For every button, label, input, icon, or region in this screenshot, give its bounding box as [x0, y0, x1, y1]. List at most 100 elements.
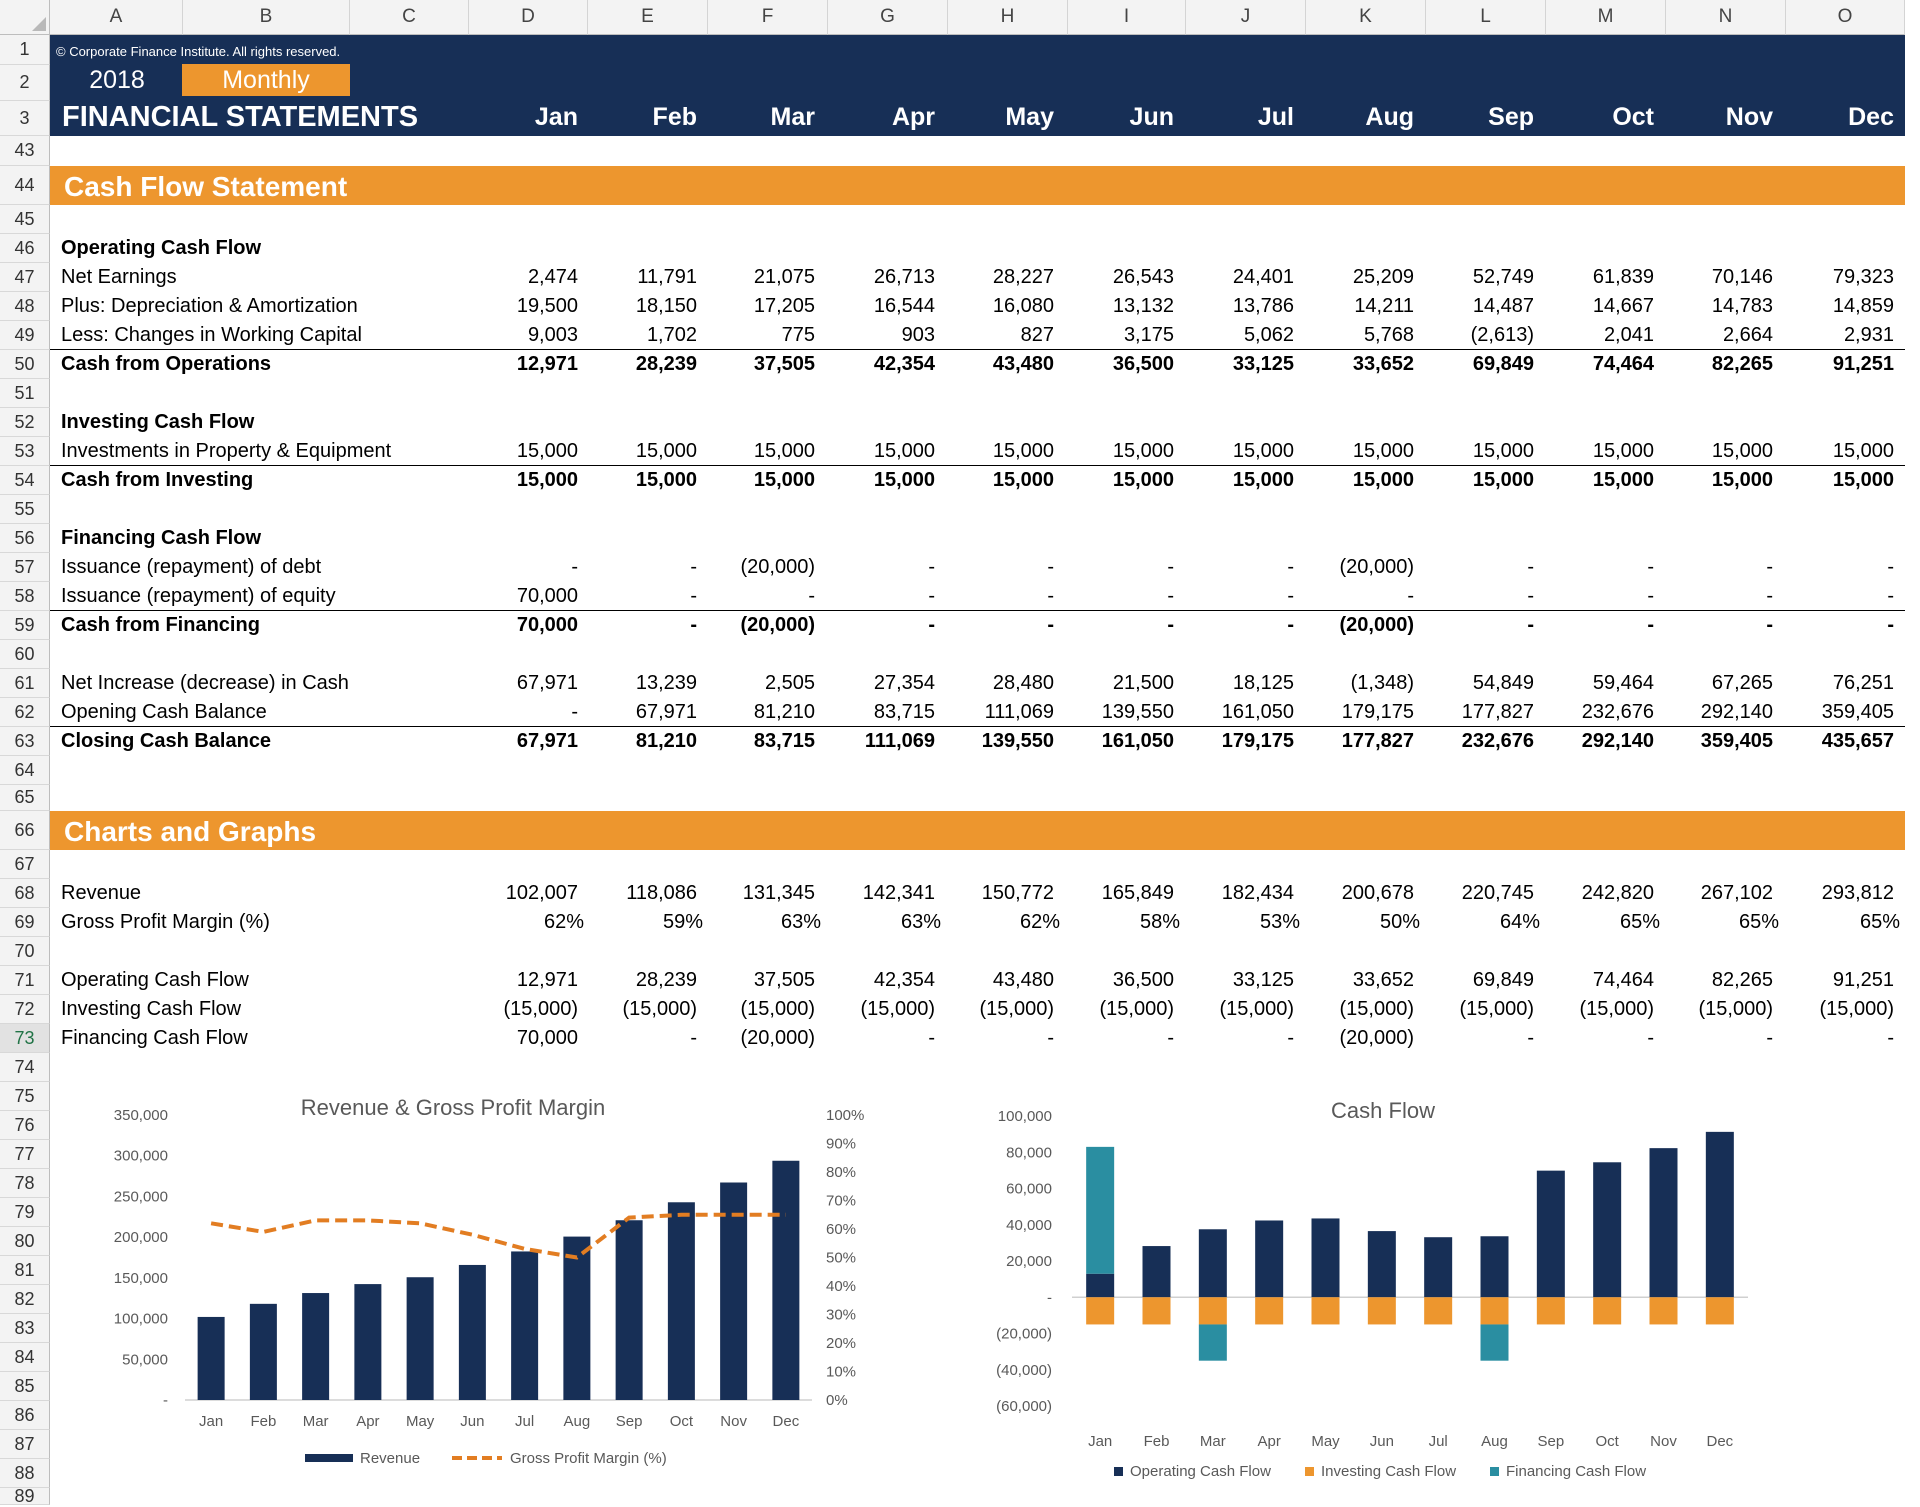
row-header-64[interactable]: 64 — [0, 756, 50, 785]
value-cell[interactable]: 69,849 — [1472, 969, 1534, 991]
value-cell[interactable]: 14,211 — [1354, 295, 1414, 317]
value-cell[interactable]: 182,434 — [1221, 882, 1294, 904]
value-cell[interactable]: - — [1407, 585, 1414, 607]
value-cell[interactable]: 64% — [1499, 911, 1540, 933]
value-cell[interactable]: 179,175 — [1341, 701, 1414, 723]
value-cell[interactable]: 131,345 — [742, 882, 815, 904]
value-cell[interactable]: 27,354 — [873, 672, 935, 694]
value-cell[interactable]: 15,000 — [1232, 440, 1294, 462]
value-cell[interactable]: 70,000 — [516, 614, 578, 636]
row-header-77[interactable]: 77 — [0, 1140, 50, 1169]
column-header-g[interactable]: G — [828, 0, 948, 35]
value-cell[interactable]: 15,000 — [1592, 440, 1654, 462]
value-cell[interactable]: 52,749 — [1472, 266, 1534, 288]
value-cell[interactable]: 21,075 — [753, 266, 815, 288]
row-header-46[interactable]: 46 — [0, 234, 50, 263]
value-cell[interactable]: 2,505 — [764, 672, 815, 694]
value-cell[interactable]: - — [1766, 614, 1773, 636]
value-cell[interactable]: 15,000 — [1352, 469, 1414, 491]
value-cell[interactable]: 76,251 — [1832, 672, 1894, 694]
row-header-76[interactable]: 76 — [0, 1111, 50, 1140]
value-cell[interactable]: - — [928, 585, 935, 607]
row-header-59[interactable]: 59 — [0, 611, 50, 640]
row-header-53[interactable]: 53 — [0, 437, 50, 466]
value-cell[interactable]: 28,227 — [992, 266, 1054, 288]
value-cell[interactable]: 61,839 — [1592, 266, 1654, 288]
row-header-73[interactable]: 73 — [0, 1024, 50, 1053]
value-cell[interactable]: 37,505 — [753, 969, 815, 991]
year-cell[interactable]: 2018 — [89, 66, 145, 94]
value-cell[interactable]: - — [1287, 614, 1294, 636]
value-cell[interactable]: 21,500 — [1112, 672, 1174, 694]
value-cell[interactable]: 200,678 — [1341, 882, 1414, 904]
value-cell[interactable]: 67,971 — [516, 672, 578, 694]
value-cell[interactable]: 24,401 — [1232, 266, 1294, 288]
row-header-71[interactable]: 71 — [0, 966, 50, 995]
value-cell[interactable]: 2,931 — [1843, 324, 1894, 346]
value-cell[interactable]: 1,702 — [646, 324, 697, 346]
value-cell[interactable]: 70,146 — [1711, 266, 1773, 288]
row-header-88[interactable]: 88 — [0, 1459, 50, 1488]
value-cell[interactable]: 28,239 — [635, 353, 697, 375]
value-cell[interactable]: 65% — [1619, 911, 1660, 933]
value-cell[interactable]: 12,971 — [516, 969, 578, 991]
value-cell[interactable]: - — [690, 585, 697, 607]
row-header-60[interactable]: 60 — [0, 640, 50, 669]
row-header-43[interactable]: 43 — [0, 136, 50, 166]
value-cell[interactable]: - — [1287, 1027, 1294, 1049]
value-cell[interactable]: 42,354 — [873, 353, 935, 375]
value-cell[interactable]: - — [1887, 556, 1894, 578]
value-cell[interactable]: 827 — [1020, 324, 1054, 346]
value-cell[interactable]: 293,812 — [1821, 882, 1894, 904]
value-cell[interactable]: 16,080 — [992, 295, 1054, 317]
value-cell[interactable]: 142,341 — [862, 882, 935, 904]
value-cell[interactable]: 118,086 — [626, 882, 697, 904]
column-header-n[interactable]: N — [1666, 0, 1786, 35]
value-cell[interactable]: - — [928, 614, 935, 636]
value-cell[interactable]: 50% — [1379, 911, 1420, 933]
value-cell[interactable]: 15,000 — [1352, 440, 1414, 462]
value-cell[interactable]: 15,000 — [992, 440, 1054, 462]
value-cell[interactable]: 36,500 — [1112, 353, 1174, 375]
value-cell[interactable]: 139,550 — [1101, 701, 1174, 723]
value-cell[interactable]: 242,820 — [1581, 882, 1654, 904]
value-cell[interactable]: - — [1647, 1027, 1654, 1049]
value-cell[interactable]: 5,768 — [1363, 324, 1414, 346]
row-header-44[interactable]: 44 — [0, 166, 50, 205]
row-header-78[interactable]: 78 — [0, 1169, 50, 1198]
value-cell[interactable]: (20,000) — [740, 556, 816, 578]
value-cell[interactable]: - — [690, 1027, 697, 1049]
row-header-79[interactable]: 79 — [0, 1198, 50, 1227]
value-cell[interactable]: 267,102 — [1700, 882, 1773, 904]
value-cell[interactable]: - — [1527, 585, 1534, 607]
row-header-45[interactable]: 45 — [0, 205, 50, 234]
value-cell[interactable]: - — [1766, 556, 1773, 578]
value-cell[interactable]: 74,464 — [1592, 353, 1654, 375]
row-header-86[interactable]: 86 — [0, 1401, 50, 1430]
value-cell[interactable]: 111,069 — [984, 701, 1054, 723]
row-header-51[interactable]: 51 — [0, 379, 50, 408]
value-cell[interactable]: 28,480 — [992, 672, 1054, 694]
value-cell[interactable]: 63% — [780, 911, 821, 933]
value-cell[interactable]: 65% — [1738, 911, 1779, 933]
value-cell[interactable]: 102,007 — [505, 882, 578, 904]
value-cell[interactable]: 15,000 — [1112, 469, 1174, 491]
value-cell[interactable]: 13,786 — [1232, 295, 1294, 317]
value-cell[interactable]: 53% — [1259, 911, 1300, 933]
value-cell[interactable]: 903 — [901, 324, 935, 346]
row-header-68[interactable]: 68 — [0, 879, 50, 908]
value-cell[interactable]: (15,000) — [740, 998, 816, 1020]
value-cell[interactable]: (15,000) — [979, 998, 1055, 1020]
value-cell[interactable]: 139,550 — [981, 730, 1054, 752]
value-cell[interactable]: - — [1766, 585, 1773, 607]
value-cell[interactable]: - — [690, 556, 697, 578]
value-cell[interactable]: 177,827 — [1461, 701, 1534, 723]
value-cell[interactable]: 62% — [1019, 911, 1060, 933]
value-cell[interactable]: 54,849 — [1472, 672, 1534, 694]
column-header-a[interactable]: A — [50, 0, 183, 35]
column-header-k[interactable]: K — [1306, 0, 1426, 35]
row-header-2[interactable]: 2 — [0, 65, 50, 101]
value-cell[interactable]: (15,000) — [1698, 998, 1774, 1020]
row-header-82[interactable]: 82 — [0, 1285, 50, 1314]
value-cell[interactable]: (1,348) — [1350, 672, 1414, 694]
